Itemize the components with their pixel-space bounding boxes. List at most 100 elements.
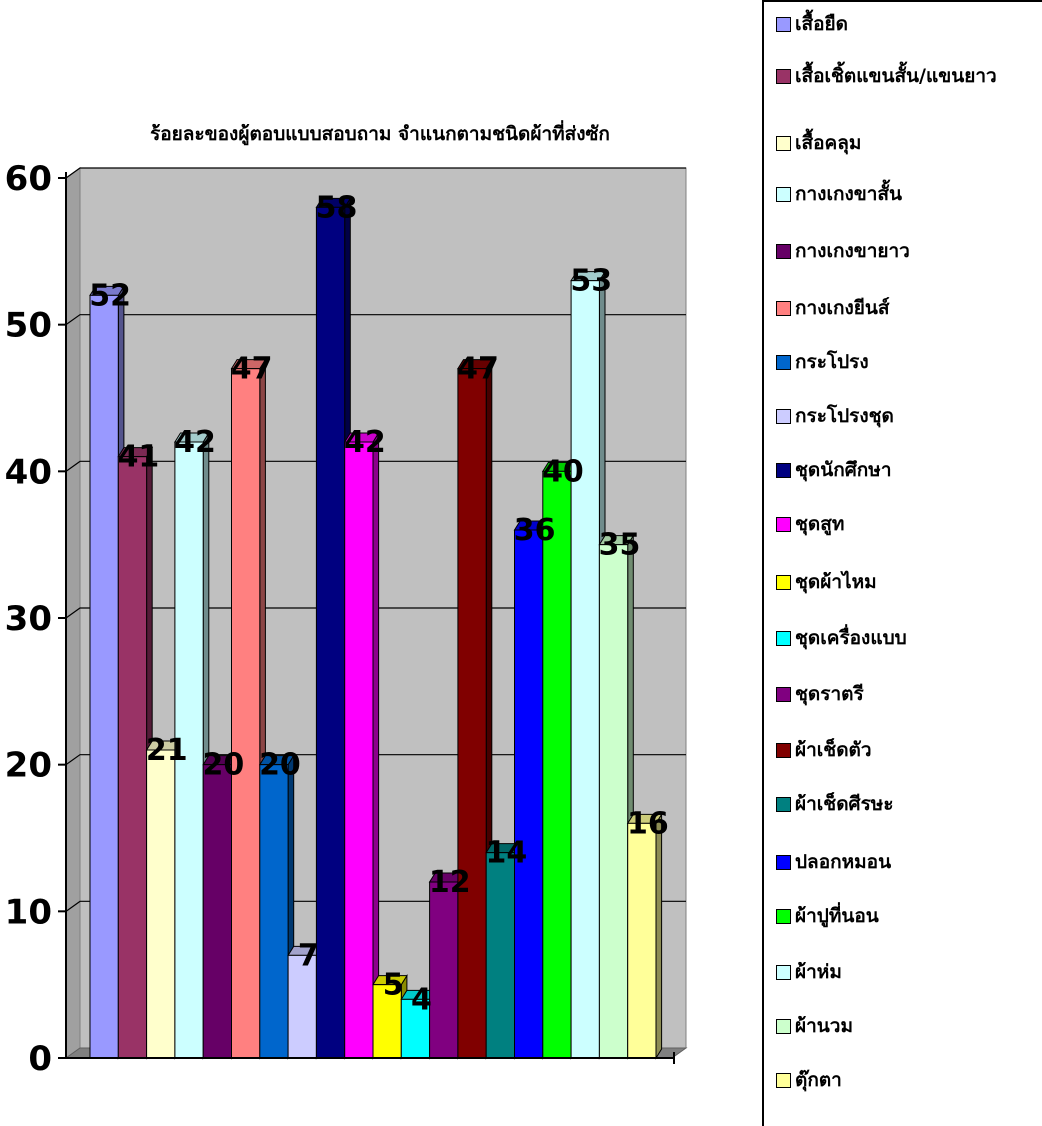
bar-front	[457, 368, 487, 1059]
bar-front	[315, 206, 346, 1059]
bar-side	[655, 812, 663, 1060]
legend-item: ชุดนักศึกษา	[776, 460, 1042, 480]
legend-swatch	[776, 743, 791, 758]
legend-item: ผ้าเช็ดตัว	[776, 740, 1042, 760]
legend-item: ชุดสูท	[776, 514, 1042, 534]
legend-swatch	[776, 409, 791, 424]
data-label: 7	[298, 938, 319, 973]
legend-swatch	[776, 631, 791, 646]
legend-swatch	[776, 301, 791, 316]
bar-front	[514, 529, 544, 1059]
y-tick-label: 0	[28, 1039, 52, 1079]
data-label: 53	[570, 264, 612, 299]
data-label: 47	[231, 352, 273, 387]
legend-swatch	[776, 965, 791, 980]
bar-front	[146, 749, 176, 1059]
legend-swatch	[776, 797, 791, 812]
data-label: 14	[485, 836, 527, 871]
legend-label: กระโปรงชุด	[795, 405, 894, 427]
chart-title: ร้อยละของผู้ตอบแบบสอบถาม จำแนกตามชนิดผ้า…	[150, 120, 610, 146]
legend-label: ตุ๊กตา	[795, 1069, 842, 1091]
y-tick-label: 60	[5, 159, 52, 199]
data-labels: 52 41 21 42 20 47 20 7 58 42 5 4 12 47 14 36 40 53 35 16	[89, 190, 668, 1017]
y-tick-label: 20	[5, 746, 52, 786]
legend-label: ชุดผ้าไหม	[795, 571, 877, 593]
legend-item: ผ้าปูที่นอน	[776, 906, 1042, 926]
legend-label: ผ้านวม	[795, 1015, 853, 1037]
legend-item: กระโปรง	[776, 352, 1042, 372]
legend-label: ชุดนักศึกษา	[795, 459, 892, 481]
legend-label: กางเกงยีนส์	[795, 297, 890, 319]
legend-label: ชุดสูท	[795, 513, 845, 535]
legend: เสื้อยืด เสื้อเชิ้ตแขนสั้น/แขนยาว เสื้อคลุ…	[762, 0, 1042, 1126]
legend-item: ผ้านวม	[776, 1016, 1042, 1036]
data-label: 42	[344, 425, 386, 460]
bar-front	[117, 456, 148, 1059]
legend-label: ปลอกหมอน	[795, 851, 892, 873]
data-label: 21	[146, 733, 188, 768]
legend-label: ชุดราตรี	[795, 683, 864, 705]
bar-front	[570, 280, 600, 1059]
legend-swatch	[776, 69, 791, 84]
legend-swatch	[776, 136, 791, 151]
y-tick-label: 30	[5, 599, 52, 639]
y-tick-label: 40	[5, 452, 52, 492]
data-label: 16	[627, 806, 669, 841]
bar-front	[174, 441, 204, 1059]
legend-label: เสื้อเชิ้ตแขนสั้น/แขนยาว	[795, 65, 997, 87]
bar-front	[485, 852, 516, 1059]
legend-item: กางเกงขายาว	[776, 241, 1042, 261]
bar-front	[287, 954, 317, 1059]
bar-front	[429, 881, 459, 1059]
data-label: 4	[411, 982, 432, 1017]
legend-item: ผ้าเช็ดศีรษะ	[776, 794, 1042, 814]
legend-swatch	[776, 244, 791, 259]
bar	[626, 812, 663, 1060]
data-label: 36	[514, 513, 556, 548]
bar-chart: ร้อยละของผู้ตอบแบบสอบถาม จำแนกตามชนิดผ้า…	[5, 120, 688, 1079]
legend-swatch	[776, 855, 791, 870]
legend-label: กางเกงขาสั้น	[795, 183, 902, 205]
legend-label: กางเกงขายาว	[795, 240, 910, 262]
y-tick-label: 10	[5, 892, 52, 932]
data-label: 41	[118, 440, 160, 475]
bars	[89, 196, 663, 1060]
legend-item: กางเกงขาสั้น	[776, 184, 1042, 204]
legend-swatch	[776, 17, 791, 32]
data-label: 58	[316, 190, 358, 225]
legend-label: กระโปรง	[795, 351, 869, 373]
bar	[315, 196, 352, 1060]
data-label: 40	[542, 454, 584, 489]
legend-label: ผ้าเช็ดศีรษะ	[795, 793, 894, 815]
bar-front	[598, 544, 629, 1059]
data-label: 52	[89, 278, 131, 313]
legend-label: ผ้าปูที่นอน	[795, 905, 879, 927]
legend-swatch	[776, 187, 791, 202]
legend-swatch	[776, 355, 791, 370]
legend-swatch	[776, 687, 791, 702]
bar-front	[259, 764, 289, 1059]
legend-item: ชุดราตรี	[776, 684, 1042, 704]
legend-item: เสื้อยืด	[776, 14, 1042, 34]
legend-item: กางเกงยีนส์	[776, 298, 1042, 318]
gridline	[65, 314, 686, 326]
bar-front	[231, 368, 261, 1059]
legend-swatch	[776, 1073, 791, 1088]
legend-swatch	[776, 909, 791, 924]
legend-item: ผ้าห่ม	[776, 962, 1042, 982]
legend-swatch	[776, 1019, 791, 1034]
bar-front	[202, 764, 232, 1059]
data-label: 5	[383, 968, 404, 1003]
legend-item: ชุดผ้าไหม	[776, 572, 1042, 592]
legend-item: กระโปรงชุด	[776, 406, 1042, 426]
bar-front	[344, 441, 374, 1059]
data-label: 42	[174, 425, 216, 460]
bar	[570, 269, 606, 1060]
legend-label: ผ้าห่ม	[795, 961, 842, 983]
legend-swatch	[776, 463, 791, 478]
gridline	[65, 167, 686, 179]
legend-item: ปลอกหมอน	[776, 852, 1042, 872]
legend-label: ชุดเครื่องแบบ	[795, 627, 907, 649]
legend-label: เสื้อยืด	[795, 13, 848, 35]
legend-swatch	[776, 517, 791, 532]
